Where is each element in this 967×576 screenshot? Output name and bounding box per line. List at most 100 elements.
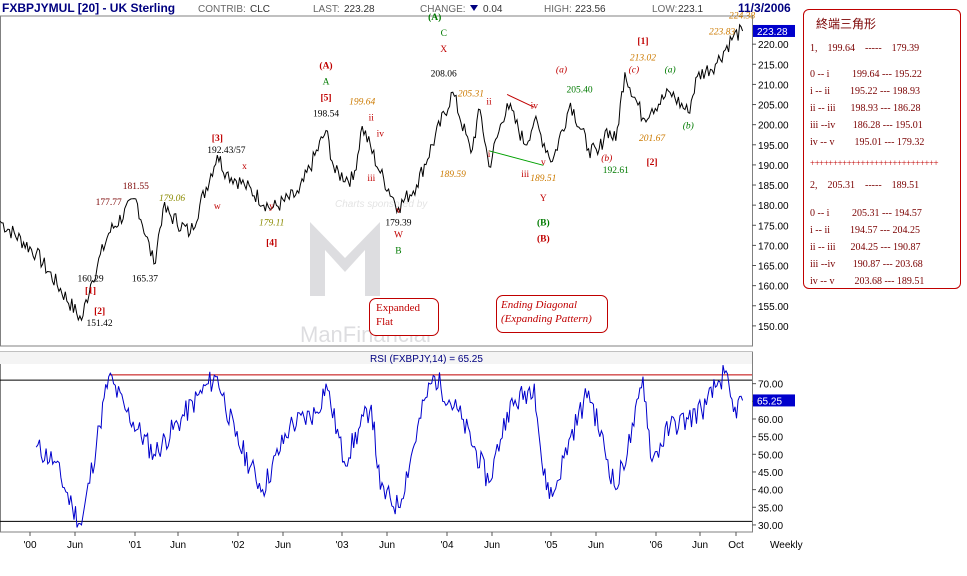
- x-tick-label: '00: [23, 540, 36, 551]
- high-marker-2-label: 223.83: [709, 28, 735, 38]
- terminal-triangle-box: 終端三角形 1, 199.64 ----- 179.39 0 -- i 199.6…: [803, 9, 961, 289]
- wave-label: C: [441, 29, 447, 39]
- rsi-y-tick-label: 70.00: [758, 380, 783, 391]
- wave-label: (B): [537, 217, 550, 228]
- wave-label: [5]: [320, 94, 331, 104]
- price-y-tick-label: 185.00: [758, 181, 789, 192]
- wave-label: 208.06: [431, 69, 457, 79]
- wave-label: iii: [521, 170, 529, 180]
- wave-label: (c): [629, 64, 640, 75]
- header-change-value: 0.04: [483, 4, 503, 15]
- price-y-tick-label: 205.00: [758, 101, 789, 112]
- price-y-tick-label: 195.00: [758, 141, 789, 152]
- wave-label: [1]: [85, 287, 96, 297]
- wave-label: [2]: [646, 158, 657, 168]
- wave-label: 179.06: [159, 194, 185, 204]
- wave-label: (a): [665, 64, 676, 75]
- wave-label: [3]: [212, 134, 223, 144]
- wave-label: 201.67: [639, 134, 666, 144]
- wave-label: (A): [319, 60, 332, 71]
- rsi-y-tick-label: 55.00: [758, 433, 783, 444]
- diagonal-lower-trendline: [488, 150, 544, 166]
- rsi-y-tick-label: 45.00: [758, 468, 783, 479]
- last-price-badge-text: 223.28: [757, 27, 788, 38]
- header-symbol: FXBPJYMUL [20] - UK Sterling: [2, 1, 175, 15]
- rsi-y-tick-label: 40.00: [758, 486, 783, 497]
- header-high-label: HIGH:: [544, 4, 572, 15]
- price-y-tick-label: 210.00: [758, 80, 789, 91]
- price-panel-frame: [0, 15, 753, 347]
- x-tick-label: Jun: [67, 540, 83, 551]
- x-tick-label: '05: [544, 540, 557, 551]
- x-tick-label: Jun: [275, 540, 291, 551]
- x-tick-label: Weekly: [770, 540, 803, 551]
- price-y-tick-label: 215.00: [758, 60, 789, 71]
- info-box-row: 0 -- i 199.64 --- 195.22: [810, 69, 922, 80]
- wave-label: w: [214, 202, 221, 212]
- rsi-y-tick-label: 60.00: [758, 415, 783, 426]
- x-tick-label: '06: [649, 540, 662, 551]
- wave-label: 189.51: [530, 174, 556, 184]
- wave-label: [2]: [94, 307, 105, 317]
- wave-label: 165.37: [132, 275, 158, 285]
- wave-label: (B): [537, 233, 550, 244]
- wave-label: 160.29: [77, 275, 103, 285]
- price-y-tick-label: 200.00: [758, 121, 789, 132]
- wave-label: [1]: [637, 37, 648, 47]
- high-marker-label: 224.38: [729, 11, 755, 21]
- x-tick-label: Jun: [484, 540, 500, 551]
- change-down-arrow-icon: [470, 5, 478, 11]
- wave-label: v: [541, 158, 546, 168]
- diagonal-upper-trendline: [506, 94, 535, 108]
- wave-label: (a): [556, 64, 567, 75]
- x-tick-label: Oct: [728, 540, 744, 551]
- rsi-title: RSI (FXBPJY,14) = 65.25: [370, 354, 483, 365]
- watermark-sponsor-text: Charts sponsored by: [335, 199, 428, 210]
- info-box-row: ii -- iii 198.93 --- 186.28: [810, 103, 921, 114]
- header-change-label: CHANGE:: [420, 4, 466, 15]
- wave-label: ii: [369, 114, 375, 124]
- wave-label: ii: [486, 98, 492, 108]
- info-box-row: iii --iv 190.87 --- 203.68: [810, 259, 923, 270]
- header-low-label: LOW:: [652, 4, 677, 15]
- wave-label: 181.55: [123, 182, 149, 192]
- wave-label: i: [488, 150, 491, 160]
- price-y-tick-label: 220.00: [758, 40, 789, 51]
- wave-label: B: [395, 246, 401, 256]
- wave-label: 177.77: [96, 198, 122, 208]
- wave-label: 151.42: [87, 319, 113, 329]
- last-rsi-badge-text: 65.25: [757, 396, 782, 407]
- info-box-row: 1, 199.64 ----- 179.39: [810, 43, 920, 54]
- wave-label: Y: [540, 194, 547, 204]
- x-tick-label: '04: [440, 540, 453, 551]
- wave-label: x: [242, 162, 247, 172]
- header-high-value: 223.56: [575, 4, 606, 15]
- wave-label: (A): [428, 12, 441, 23]
- info-box-title: 終端三角形: [816, 17, 877, 31]
- info-box-row: ii -- iii 204.25 --- 190.87: [810, 242, 921, 253]
- header-date: 11/3/2006: [738, 1, 791, 15]
- price-y-tick-label: 155.00: [758, 302, 789, 313]
- info-box-row: i -- ii 195.22 --- 198.93: [810, 86, 920, 97]
- wave-label: [4]: [266, 238, 277, 248]
- note-expanded-flat: Expanded Flat: [369, 298, 439, 336]
- last-rsi-badge: [753, 394, 795, 407]
- header-background: [0, 0, 967, 16]
- note-ending-diagonal-text: Ending Diagonal (Expanding Pattern): [501, 299, 592, 325]
- wave-label: iv: [531, 102, 539, 112]
- header-low-value: 223.1: [678, 4, 703, 15]
- wave-label: iv: [377, 130, 385, 140]
- rsi-title-bar: [0, 352, 752, 364]
- info-box-row: ++++++++++++++++++++++++++++: [810, 158, 939, 168]
- rsi-y-tick-label: 35.00: [758, 503, 783, 514]
- x-tick-label: Jun: [170, 540, 186, 551]
- price-series-line: [0, 23, 744, 322]
- note-ending-diagonal: Ending Diagonal (Expanding Pattern): [496, 295, 608, 333]
- wave-label: 205.40: [567, 85, 593, 95]
- price-y-tick-label: 190.00: [758, 161, 789, 172]
- wave-label: 198.54: [313, 110, 339, 120]
- x-tick-label: '03: [335, 540, 348, 551]
- header-bar: FXBPJYMUL [20] - UK Sterling CONTRIB: CLC L…: [0, 0, 967, 16]
- wave-label: W: [394, 230, 403, 240]
- rsi-series-line: [35, 365, 744, 528]
